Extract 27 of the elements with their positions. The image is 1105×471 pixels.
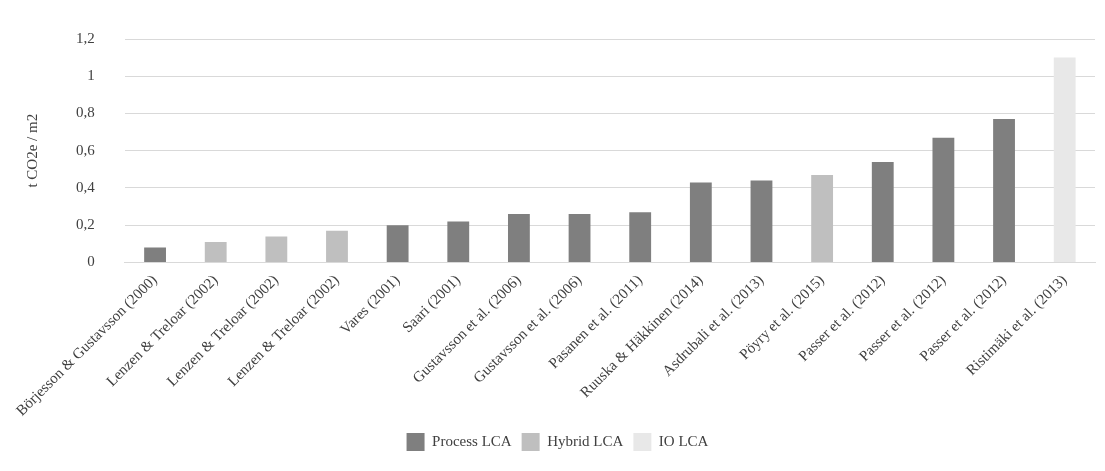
legend-label: IO LCA <box>658 432 709 449</box>
bar <box>144 247 166 262</box>
bar <box>993 119 1015 262</box>
bar <box>750 180 773 262</box>
y-tick-label: 0,8 <box>76 104 95 121</box>
legend-label: Hybrid LCA <box>547 432 624 449</box>
legend-label: Process LCA <box>432 432 512 449</box>
y-axis-title: t CO2e / m2 <box>23 113 40 188</box>
bar <box>508 214 530 262</box>
bar <box>265 236 288 262</box>
bar <box>871 161 894 262</box>
bar <box>386 225 409 262</box>
bar <box>811 174 834 262</box>
bar <box>932 137 955 262</box>
bar <box>326 230 348 262</box>
bar <box>447 221 470 262</box>
y-tick-label: 0 <box>87 253 95 270</box>
bar <box>629 212 652 262</box>
y-tick-label: 1,2 <box>76 29 95 46</box>
y-tick-label: 0,6 <box>76 141 96 158</box>
bar <box>689 182 712 262</box>
y-tick-label: 1 <box>87 67 95 84</box>
bar <box>204 241 227 262</box>
y-tick-label: 0,2 <box>76 216 95 233</box>
bar <box>568 214 591 262</box>
y-tick-label: 0,4 <box>76 178 96 195</box>
bar <box>1053 57 1076 262</box>
